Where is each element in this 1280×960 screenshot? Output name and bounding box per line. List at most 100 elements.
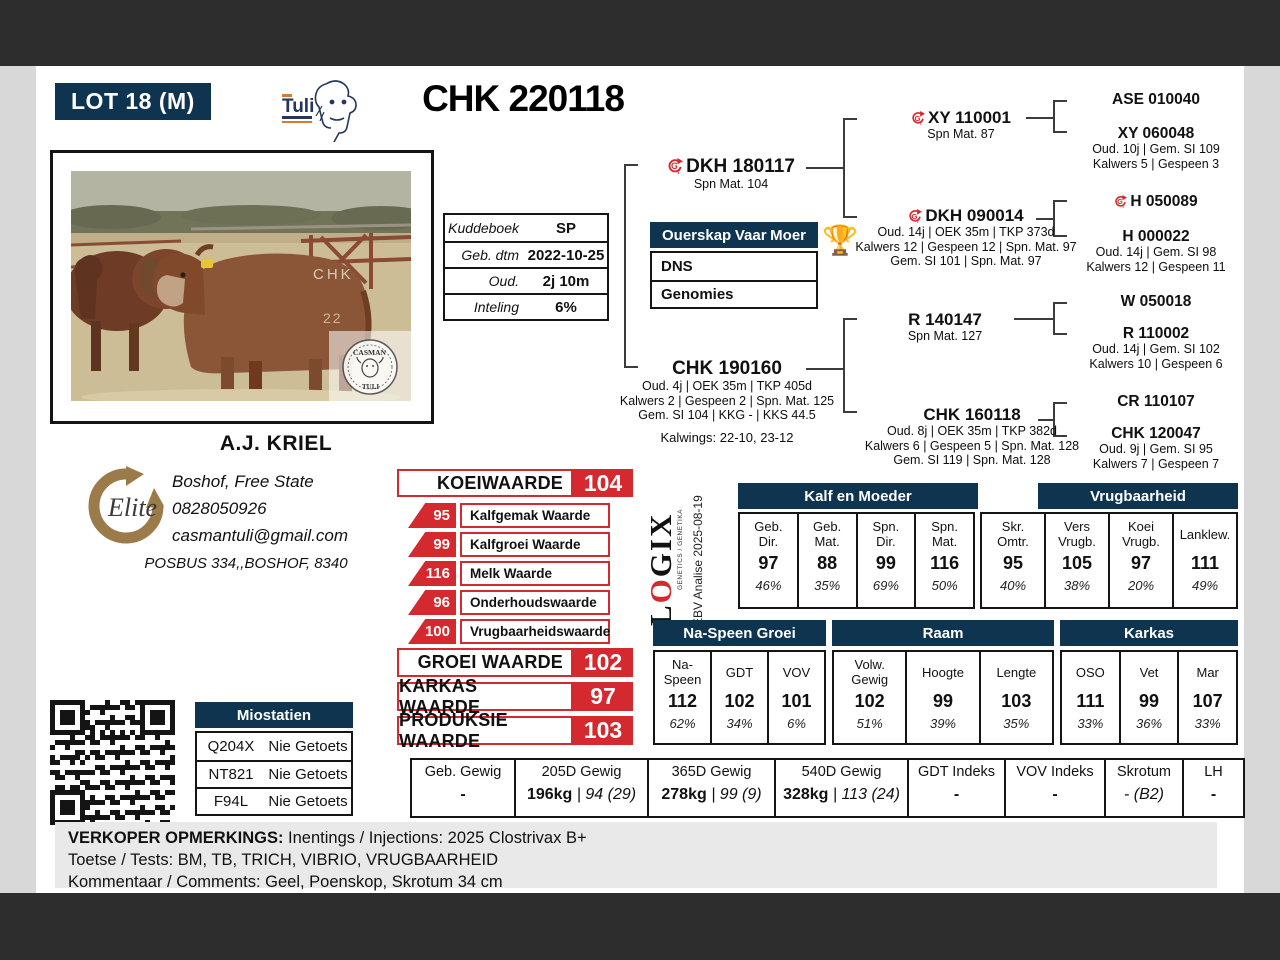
koeiwaarde-bar: KOEIWAARDE <box>397 469 573 497</box>
subvalue-label: Onderhoudswaarde <box>460 590 610 615</box>
trophy-icon: 🏆 <box>822 225 859 257</box>
subvalue-label: Kalfgroei Waarde <box>460 532 610 557</box>
subvalue-label: Melk Waarde <box>460 561 610 586</box>
parentage-header: Ouerskap Vaar Moer <box>650 222 818 248</box>
logix-logo: LOGIX <box>643 512 678 626</box>
pedigree-node-sire-dam: G T DKH 090014 Oud. 14j | OEK 35m | TKP 37… <box>855 206 1077 269</box>
ebv-cell: Vet 99 36% <box>1118 652 1178 743</box>
svg-text:G: G <box>1118 198 1124 206</box>
pedigree-node-gg4: H 000022 Oud. 14j | Gem. SI 98 Kalwers 1… <box>1086 228 1226 274</box>
ebv-cell: GDT 102 34% <box>710 652 767 743</box>
weights-col: LH - <box>1182 760 1243 816</box>
table-row: Genomies <box>652 280 816 307</box>
pedigree-connector <box>1036 218 1053 220</box>
subvalue-label: Vrugbaarheidswaarde <box>460 619 610 644</box>
pedigree-node-dam-sire: R 140147 Spn Mat. 127 <box>907 310 983 344</box>
svg-text:G: G <box>912 212 918 221</box>
table-row: Kuddeboek SP <box>448 219 576 237</box>
subvalue-flag: 95 <box>408 503 456 528</box>
animal-photo: CHK 22 CASMAN TULI <box>50 150 434 424</box>
svg-text:G: G <box>671 161 678 171</box>
subvalue-flag: 99 <box>408 532 456 557</box>
comments-line-3: Kommentaar / Comments: Geel, Poenskop, S… <box>68 872 503 891</box>
pedigree-node-gg5: W 050018 <box>1120 293 1192 310</box>
pedigree-connector <box>806 167 843 169</box>
pedigree-node-dam: CHK 190160 Oud. 4j | OEK 35m | TKP 405d … <box>587 358 867 445</box>
svg-text:T: T <box>677 170 681 175</box>
ebv-cell: VOV 101 6% <box>767 652 824 743</box>
pedigree-node-gg8: CHK 120047 Oud. 9j | Gem. SI 95 Kalwers … <box>1092 425 1220 471</box>
pedigree-bracket-sire <box>843 118 857 218</box>
table-row: Q204X Nie Getoets <box>207 738 348 755</box>
table-row: Geb. dtm 2022-10-25 <box>445 241 607 267</box>
elite-label: Elite <box>107 493 157 522</box>
pedigree-node-sire: G T DKH 180117 Spn Mat. 104 <box>636 156 826 192</box>
pedigree-node-gg6: R 110002 Oud. 14j | Gem. SI 102 Kalwers … <box>1089 325 1223 371</box>
ebv-analysis-date: EBV Analise 2025-08-19 <box>691 495 705 626</box>
pedigree-connector <box>1014 318 1053 320</box>
ebv-header-karkas: Karkas <box>1060 620 1238 646</box>
bottom-dark-band <box>0 893 1280 960</box>
ebv-cell: Lengte 103 35% <box>978 652 1052 743</box>
pedigree-bracket-main <box>624 164 638 368</box>
pedigree-bracket-gg2 <box>1053 200 1067 237</box>
karkaswaarde-value: 97 <box>573 682 633 711</box>
qr-code <box>50 700 175 825</box>
owner-address: POSBUS 334,,BOSHOF, 8340 <box>144 555 348 572</box>
pedigree-node-sire-sire: G T XY 110001 Spn Mat. 87 <box>866 108 1056 142</box>
weights-col: VOV Indeks - <box>1004 760 1104 816</box>
ebv-header-naspeen: Na-Speen Groei <box>653 620 826 646</box>
ebv-cell: Na- Speen 112 62% <box>663 657 702 731</box>
ebv-cell: Spn. Mat. 116 50% <box>914 514 973 607</box>
parentage-table: DNS Genomies <box>650 251 818 309</box>
svg-text:CHK: CHK <box>313 266 354 283</box>
owner-contact: Boshof, Free State 0828050926 casmantuli… <box>172 468 348 549</box>
ebv-cell: Lanklew. 111 49% <box>1172 514 1236 607</box>
produksiewaarde-value: 103 <box>573 716 633 745</box>
svg-text:CASMAN: CASMAN <box>353 348 386 357</box>
calvings-note: Kalwings: 22-10, 23-12 <box>660 429 794 445</box>
subvalue-flag: 100 <box>408 619 456 644</box>
owner-email: casmantuli@gmail.com <box>172 526 348 545</box>
ebv-header-kalf-en-moeder: Kalf en Moeder <box>738 483 978 509</box>
subvalue-label: Kalfgemak Waarde <box>460 503 610 528</box>
table-row: NT821 Nie Getoets <box>197 760 351 787</box>
elite-stud-logo: Elite <box>84 464 168 548</box>
seller-comments: VERKOPER OPMERKINGS: Inentings / Injecti… <box>55 822 1217 891</box>
casman-stamp: CASMAN TULI <box>329 331 411 401</box>
owner-phone: 0828050926 <box>172 499 267 518</box>
pedigree-bracket-gg3 <box>1053 302 1067 335</box>
groeiwaarde-bar: GROEI WAARDE <box>397 648 573 677</box>
cow-head-outline <box>325 80 357 143</box>
ebv-cell: Vers Vrugb. 105 38% <box>1044 514 1108 607</box>
ebv-cell: Geb. Dir. 97 46% <box>754 519 783 593</box>
pedigree-bracket-gg1 <box>1053 100 1067 133</box>
owner-name: A.J. KRIEL <box>219 432 333 455</box>
weights-col: 205D Gewig 196kg | 94 (29) <box>514 760 647 816</box>
ebv-table-kalf-en-moeder: Geb. Dir. 97 46% Geb. Mat. 88 35% Spn. Dir. 99 69… <box>738 512 975 609</box>
owner-location: Boshof, Free State <box>172 472 314 491</box>
pedigree-connector <box>806 368 843 370</box>
ebv-cell: OSO 111 33% <box>1075 664 1105 731</box>
karkaswaarde-bar: KARKAS WAARDE <box>397 676 573 717</box>
subvalue-flag: 96 <box>408 590 456 615</box>
ebv-header-raam: Raam <box>832 620 1054 646</box>
ebv-table-karkas: OSO 111 33% Vet 99 36% Mar 107 33% <box>1060 650 1238 745</box>
comments-line-1: VERKOPER OPMERKINGS: Inentings / Injecti… <box>68 829 587 847</box>
ebv-header-vrugbaarheid: Vrugbaarheid <box>1038 483 1238 509</box>
weights-table: Geb. Gewig - 205D Gewig 196kg | 94 (29) 36… <box>410 758 1245 818</box>
ebv-table-naspeen: Na- Speen 112 62% GDT 102 34% VOV 101 6% <box>653 650 826 745</box>
ebv-cell: Volw. Gewig 102 51% <box>851 657 889 731</box>
animal-id-title: CHK 220118 <box>422 78 625 119</box>
koeiwaarde-value: 104 <box>573 469 633 497</box>
myostatin-header: Miostatien <box>195 702 353 728</box>
table-row: DNS <box>661 258 693 275</box>
ebv-cell: Mar 107 33% <box>1177 652 1236 743</box>
myostatin-table: Q204X Nie Getoets NT821 Nie Getoets F94L Ni… <box>195 731 353 816</box>
ebv-table-vrugbaarheid: Skr. Omtr. 95 40% Vers Vrugb. 105 38% Koei Vrug… <box>980 512 1238 609</box>
svg-text:T: T <box>1122 204 1125 209</box>
svg-text:TULI: TULI <box>362 383 379 391</box>
